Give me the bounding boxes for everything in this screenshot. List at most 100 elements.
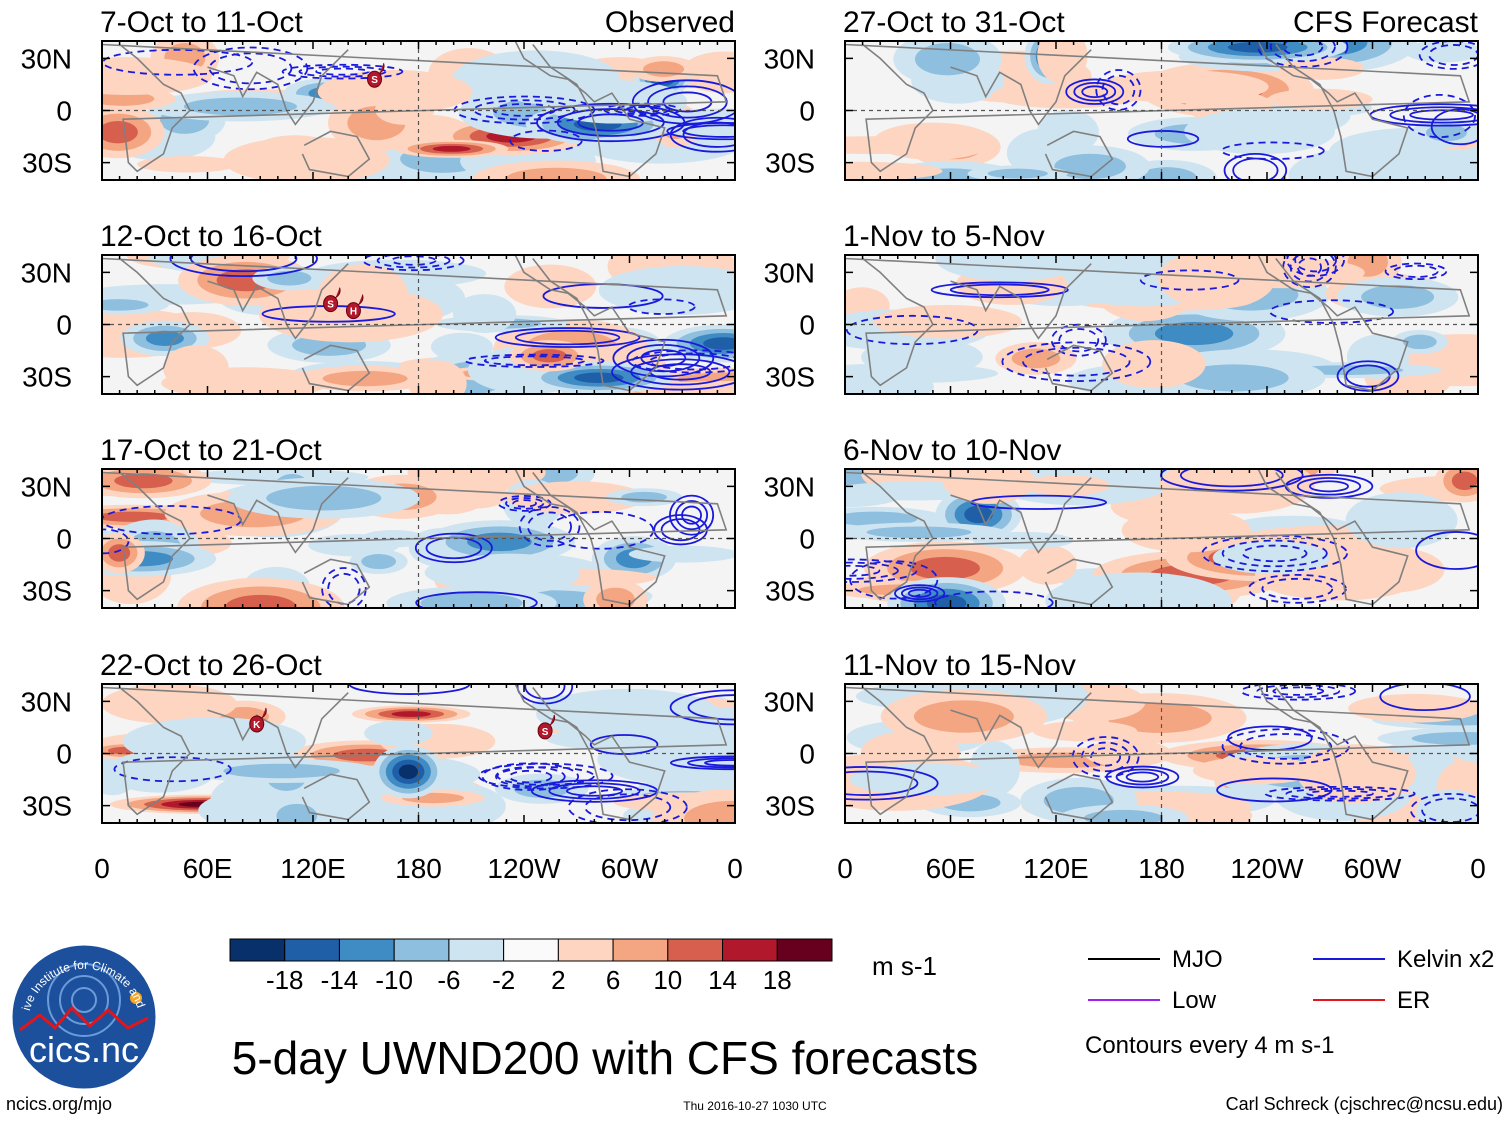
map-panel: 30N 0 30S 17-Oct to 21-Oct — [21, 434, 736, 609]
coastlines — [102, 684, 728, 821]
anomaly-blob — [114, 473, 173, 489]
colorbar-segment — [448, 938, 505, 962]
contour-line — [567, 788, 688, 823]
anomaly-blob — [506, 167, 607, 180]
contour-line — [1080, 741, 1131, 773]
anomaly-blob — [1394, 158, 1478, 180]
contour-line — [518, 506, 581, 548]
contour-line — [1022, 346, 1131, 377]
contour-line — [492, 103, 557, 117]
anomaly-blob — [849, 763, 1003, 796]
x-tick-label: 120W — [487, 853, 561, 884]
contour-line — [321, 567, 367, 608]
y-tick-label: 30S — [22, 791, 72, 822]
anomaly-blob — [398, 764, 419, 780]
contour-line — [514, 329, 621, 346]
map-panel: 30N 0 30S 22-Oct to 26-Oct K S — [21, 649, 736, 824]
coastline — [301, 558, 371, 606]
contour-line — [281, 63, 404, 80]
contour-line — [102, 528, 130, 555]
anomaly-blob — [845, 511, 918, 526]
contour-line — [1139, 269, 1240, 291]
map-panel: 30N 0 30S 6-Nov to 10-Nov — [764, 434, 1479, 609]
x-axis-labels: 0 60E 120E 180 120W 60W 0 0 60E 120E 180 120W 60W 0 — [94, 853, 1486, 884]
coastline — [950, 692, 1092, 769]
contour-line — [1418, 41, 1478, 70]
x-tick-label: 60E — [183, 853, 233, 884]
coastline — [950, 477, 1092, 554]
contour-line — [611, 353, 735, 391]
contour-line — [1126, 130, 1200, 148]
map-panels: 30N 0 30S 7-Oct to 11-Oct Observed S 30N 0 30S 12… — [21, 6, 1479, 824]
anomaly-blob — [628, 545, 735, 563]
storm-marker: S — [537, 714, 556, 740]
anomaly-blob — [1011, 348, 1061, 369]
anomaly-blob — [441, 553, 580, 594]
legend-label: MJO — [1172, 946, 1223, 973]
anomaly-blob — [452, 294, 517, 334]
coastlines — [102, 41, 728, 178]
anomaly-blob — [866, 526, 972, 539]
anomaly-blob — [223, 763, 340, 779]
contour-line — [1421, 797, 1478, 823]
anomaly-blob — [1102, 340, 1206, 389]
anomaly-blob — [532, 349, 567, 363]
contour-line — [1285, 787, 1395, 800]
contour-line — [1261, 577, 1334, 600]
footer-timestamp: Thu 2016-10-27 1030 UTC — [683, 1099, 827, 1113]
anomaly-blob — [1402, 334, 1437, 350]
coastline — [1257, 255, 1409, 392]
legend-label: ER — [1397, 987, 1430, 1014]
contour-line — [845, 558, 918, 583]
anomaly-blob — [375, 94, 435, 125]
colorbar-segment — [338, 938, 395, 962]
contour-line — [1269, 299, 1395, 324]
contour-line — [327, 572, 361, 605]
contour-line — [1073, 81, 1117, 102]
contour-line — [1058, 328, 1100, 353]
colorbar-label: -18 — [266, 965, 304, 995]
colorbar-segment — [284, 938, 340, 962]
contour-line — [1393, 264, 1439, 278]
contour-line — [669, 494, 715, 536]
anomaly-blob — [102, 511, 171, 522]
anomaly-blob — [322, 370, 408, 387]
colorbar-label: -10 — [375, 965, 413, 995]
anomaly-blob — [1137, 167, 1197, 180]
coastline — [845, 471, 1471, 601]
anomaly-blob — [1348, 693, 1478, 723]
contour-line — [548, 782, 641, 800]
anomaly-blob — [1084, 809, 1163, 823]
coastlines — [102, 469, 728, 606]
anomaly-blob — [223, 136, 390, 180]
contour-line — [415, 591, 538, 608]
coastline — [102, 257, 728, 387]
main-title: 5-day UWND200 with CFS forecasts — [232, 1032, 978, 1084]
coastline — [1044, 773, 1114, 821]
anomaly-blob — [1411, 731, 1478, 745]
anomaly-blob — [597, 733, 735, 786]
anomaly-blob — [1178, 364, 1289, 392]
anomaly-field — [845, 41, 1478, 180]
contour-line — [524, 684, 566, 700]
panel-period-title: 1-Nov to 5-Nov — [843, 220, 1045, 253]
anomaly-blob — [873, 304, 1022, 339]
coastline — [514, 469, 666, 606]
anomaly-blob — [581, 135, 665, 159]
anomaly-blob — [361, 554, 397, 570]
colorbar-label: 6 — [606, 965, 620, 995]
footer-author: Carl Schreck (cjschrec@ncsu.edu) — [1226, 1094, 1503, 1114]
anomaly-blob — [1345, 492, 1458, 549]
map-panel: 30N 0 30S 27-Oct to 31-Oct CFS Forecast — [764, 6, 1479, 181]
column-label: Observed — [605, 6, 735, 39]
contour-line — [481, 762, 580, 791]
anomaly-blob — [1212, 541, 1330, 574]
anomaly-blob — [1018, 544, 1077, 585]
coastline — [1044, 130, 1114, 178]
contour-line — [1232, 157, 1279, 180]
kelvin-contours — [169, 255, 735, 391]
map-panel: 30N 0 30S 1-Nov to 5-Nov — [764, 220, 1479, 395]
y-tick-label: 30N — [21, 43, 72, 74]
anomaly-blob — [1416, 789, 1478, 823]
contour-line — [1379, 684, 1471, 712]
